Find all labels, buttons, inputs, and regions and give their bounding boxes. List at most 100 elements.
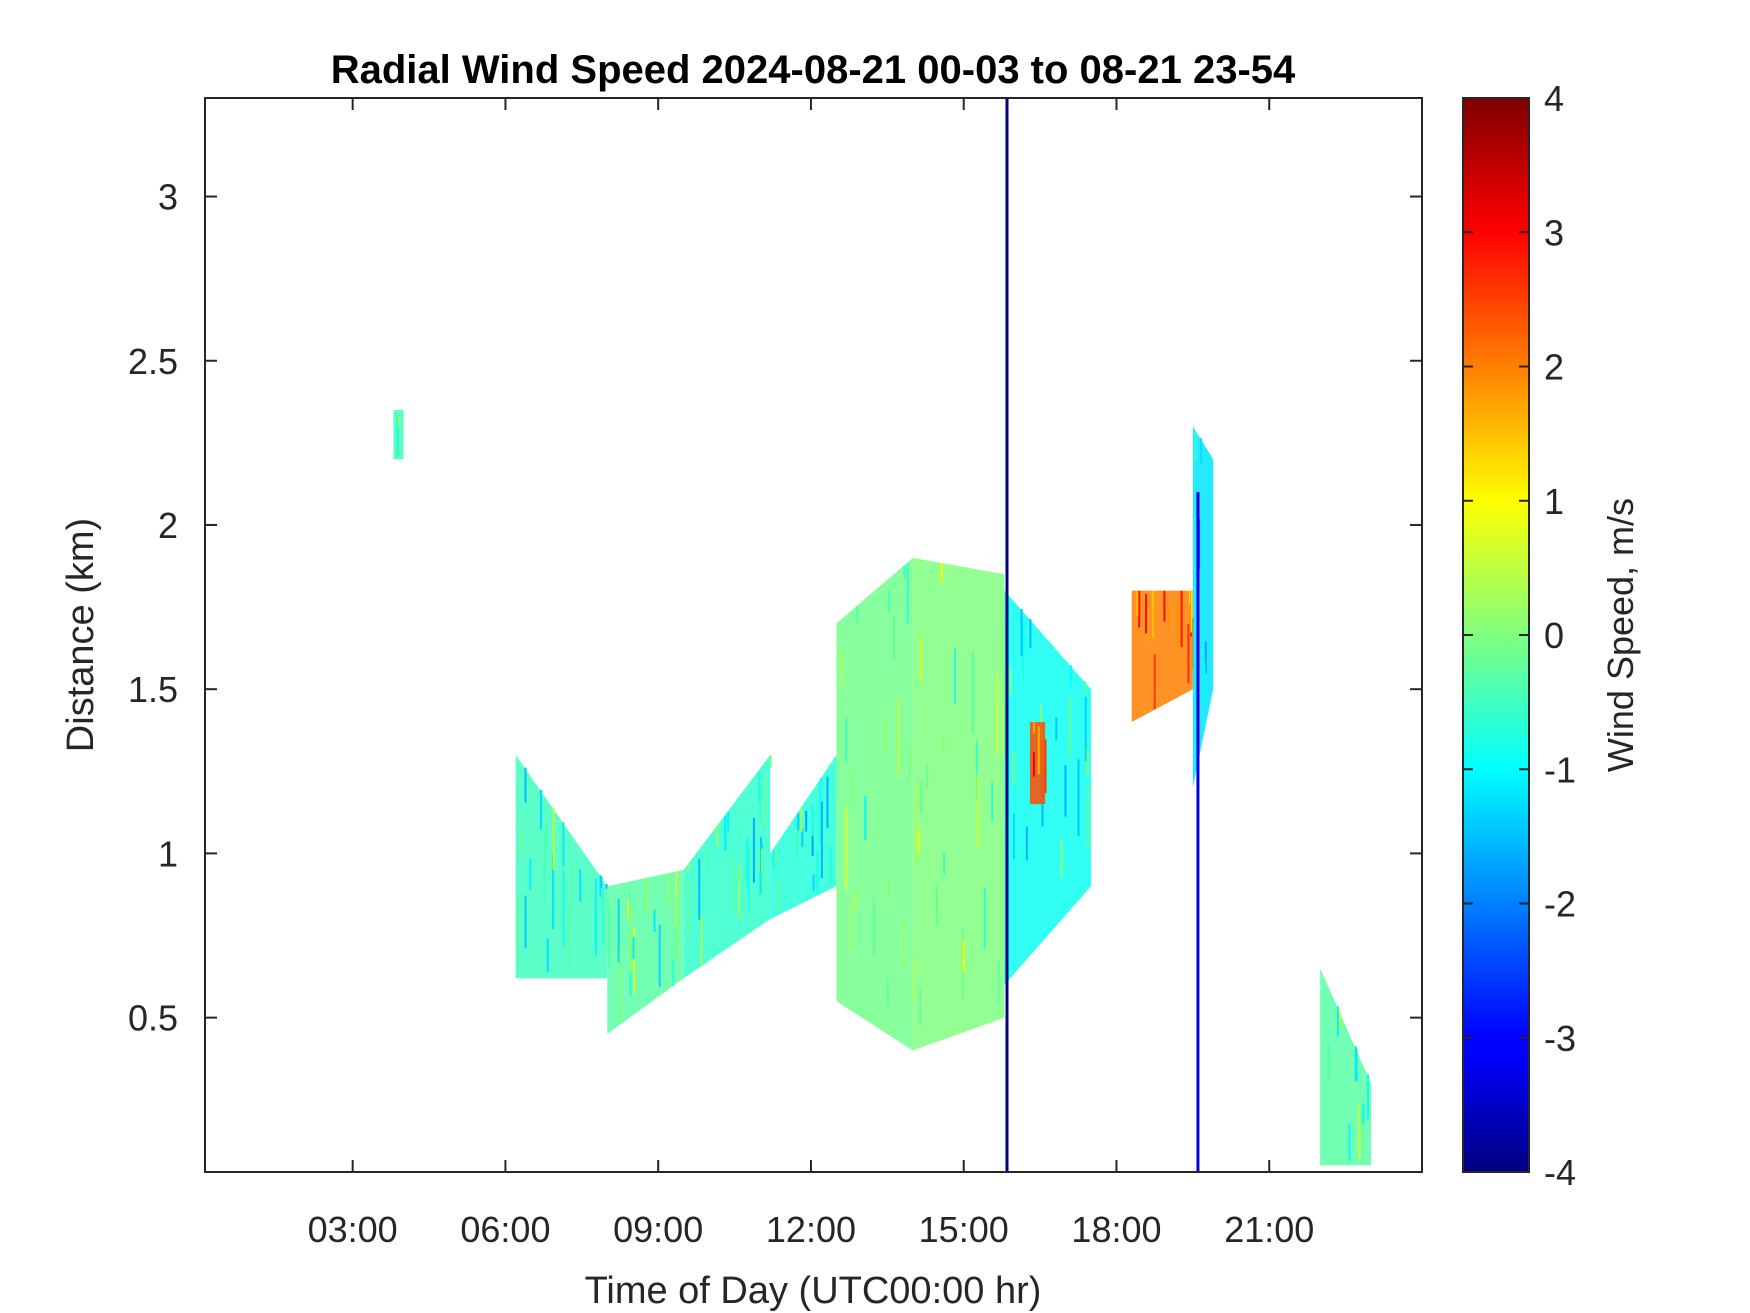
colorbar-tick-label: 4 — [1544, 78, 1564, 119]
region-0-streak — [540, 790, 543, 829]
region-1-streak — [676, 891, 679, 959]
region-3-streak — [829, 846, 832, 886]
plot-area — [205, 98, 1422, 1172]
region-7-streak — [1187, 623, 1190, 684]
region-2-streak — [700, 916, 703, 966]
x-axis-label: Time of Day (UTC00:00 hr) — [585, 1270, 1042, 1312]
x-tick-label: 12:00 — [766, 1209, 856, 1250]
region-6-streak — [1029, 619, 1032, 649]
region-11-streak — [1336, 1006, 1339, 1037]
colorbar-ticks: -4 -3 -2 -1 0 1 2 3 4 — [1463, 78, 1576, 1193]
region-4-streak — [903, 565, 906, 579]
region-1-streak — [672, 960, 675, 987]
region-1-streak — [617, 898, 620, 963]
region-4-streak — [845, 717, 848, 764]
region-9-streak — [397, 426, 399, 456]
region-2-streak — [724, 815, 727, 851]
region-5-streak — [991, 781, 994, 822]
region-1-streak — [629, 972, 632, 997]
region-6-streak — [1069, 665, 1072, 688]
x-tick-label: 21:00 — [1224, 1209, 1314, 1250]
region-4-streak — [909, 748, 912, 773]
colorbar-tick-label: -2 — [1544, 884, 1576, 925]
region-4-streak — [840, 646, 843, 686]
region-8-streak — [1200, 438, 1203, 465]
region-7-streak — [1190, 590, 1193, 633]
region-11-streak — [1362, 1097, 1365, 1165]
region-1-streak — [608, 910, 611, 969]
region-4-streak — [897, 699, 900, 778]
region-5 — [912, 557, 1005, 1051]
region-4-streak — [845, 807, 848, 889]
region-10-streak — [1044, 739, 1047, 794]
region-6-streak — [1013, 813, 1015, 859]
y-axis-label: Distance (km) — [60, 518, 102, 752]
colorbar-tick-label: -3 — [1544, 1018, 1576, 1059]
region-5-streak — [1003, 686, 1006, 760]
region-4-streak — [856, 606, 859, 623]
region-1-streak — [633, 927, 636, 995]
region-6-streak — [1025, 826, 1028, 861]
colorbar-tick-label: 0 — [1544, 615, 1564, 656]
region-0-streak — [529, 858, 532, 891]
region-7-streak — [1138, 590, 1141, 628]
region-0-streak — [543, 832, 546, 901]
region-5-streak — [976, 774, 979, 848]
region-3-streak — [778, 879, 780, 912]
region-2-streak — [707, 850, 710, 871]
region-1-streak — [628, 932, 631, 969]
region-6-streak — [1084, 697, 1087, 762]
region-2-streak — [760, 848, 763, 897]
region-5-streak — [971, 651, 974, 733]
region-6 — [1004, 590, 1092, 985]
region-2-streak — [759, 780, 762, 825]
region-7-streak — [1145, 594, 1148, 634]
region-3-streak — [812, 874, 815, 892]
region-0 — [515, 754, 608, 979]
region-4 — [836, 557, 913, 1051]
region-0-streak — [524, 767, 527, 803]
colorbar-tick-label: 1 — [1544, 481, 1564, 522]
region-2-streak — [759, 872, 762, 895]
region-3-streak — [820, 801, 823, 878]
region-7-streak — [1146, 590, 1149, 643]
region-0-streak — [516, 900, 519, 967]
region-5-streak — [917, 829, 920, 852]
region-6-streak — [1055, 717, 1058, 741]
region-11-streak — [1367, 1074, 1369, 1120]
region-5-streak — [926, 764, 929, 789]
region-10-streak — [1032, 722, 1035, 734]
region-0-streak — [552, 854, 555, 930]
region-4-streak — [886, 979, 889, 1007]
x-tick-label: 18:00 — [1071, 1209, 1161, 1250]
region-5-streak — [997, 961, 1000, 1005]
region-1 — [607, 869, 684, 1035]
y-tick-label: 0.5 — [128, 998, 178, 1039]
region-6-streak — [1084, 681, 1086, 696]
region-11-streak — [1358, 1105, 1361, 1161]
region-1-streak — [630, 906, 633, 978]
region-8-streak — [1194, 432, 1197, 462]
x-tick-label: 09:00 — [613, 1209, 703, 1250]
region-10-streak — [1032, 752, 1035, 777]
region-7-streak — [1163, 590, 1166, 622]
region-2-streak — [686, 866, 689, 872]
region-5-streak — [975, 741, 978, 802]
y-axis-ticks: 0.5 1 1.5 2 2.5 3 — [128, 177, 1422, 1039]
y-tick-label: 3 — [158, 177, 178, 218]
x-tick-label: 06:00 — [460, 1209, 550, 1250]
region-5-streak — [940, 562, 943, 583]
region-3-streak — [811, 805, 814, 836]
region-6-streak — [1068, 698, 1071, 756]
region-2 — [683, 754, 771, 979]
region-5-streak — [913, 957, 915, 1000]
region-3-streak — [775, 845, 778, 864]
region-9-streak — [398, 415, 401, 458]
y-tick-label: 1.5 — [128, 669, 178, 710]
y-tick-label: 2 — [158, 505, 178, 546]
region-5-streak — [919, 636, 922, 681]
region-4-streak — [906, 563, 909, 623]
colorbar-tick-label: -1 — [1544, 749, 1576, 790]
region-4-streak — [849, 900, 852, 953]
region-4-streak — [884, 711, 887, 753]
